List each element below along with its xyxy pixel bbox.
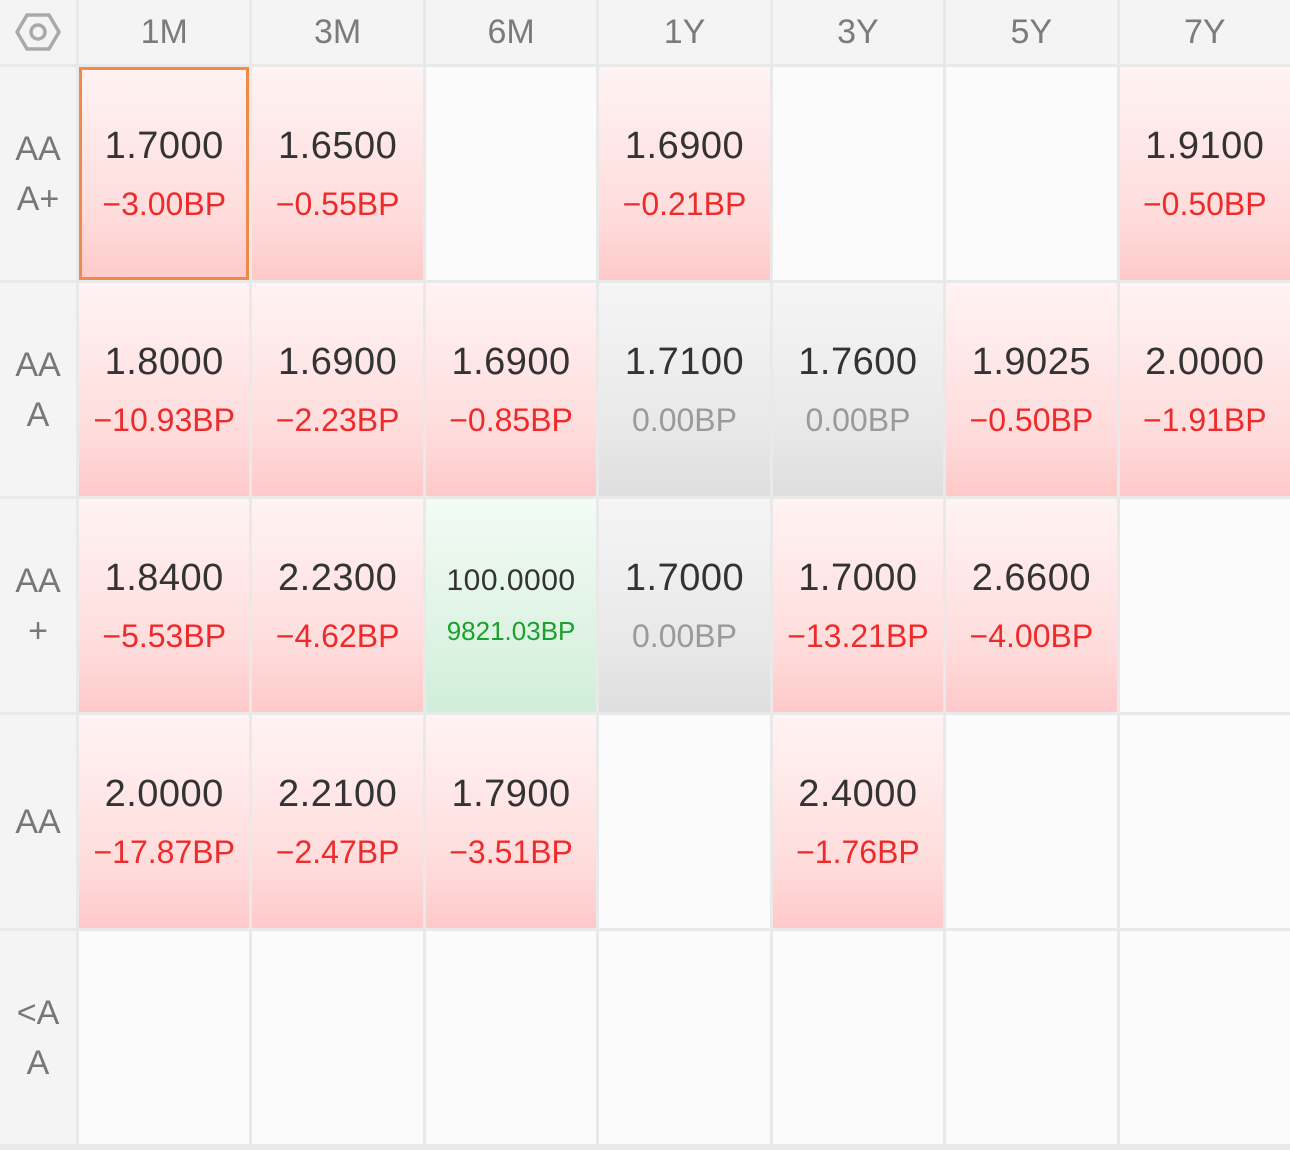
rate-value: 2.0000: [104, 772, 224, 815]
rate-value: 2.2100: [278, 772, 398, 815]
rate-cell[interactable]: 1.9025 −0.50BP: [946, 283, 1117, 496]
rate-change: −1.76BP: [796, 833, 920, 870]
tenor-header-7y[interactable]: 7Y: [1119, 0, 1290, 64]
rate-change: −0.21BP: [622, 185, 747, 222]
rate-change: 0.00BP: [805, 401, 911, 438]
empty-cell: [1119, 931, 1290, 1144]
rate-cell[interactable]: 2.0000 −17.87BP: [79, 715, 250, 928]
rate-cell[interactable]: 1.7900 −3.51BP: [425, 715, 597, 928]
rate-cell[interactable]: 2.6600 −4.00BP: [946, 499, 1117, 712]
rate-change: −3.00BP: [102, 185, 227, 222]
rate-value: 100.0000: [446, 564, 576, 597]
rate-value: 1.8400: [104, 556, 224, 599]
rating-label: AA+: [0, 499, 76, 712]
rate-cell[interactable]: 1.7000 0.00BP: [599, 499, 770, 712]
tenor-header-3m[interactable]: 3M: [252, 0, 423, 64]
rate-change: −0.85BP: [449, 401, 573, 438]
rate-change: −0.50BP: [969, 401, 1094, 438]
rate-change: −1.91BP: [1142, 401, 1267, 438]
rate-value: 1.9025: [971, 340, 1091, 383]
empty-cell: [1119, 715, 1290, 928]
rate-value: 2.2300: [278, 556, 398, 599]
settings-button[interactable]: [0, 0, 76, 64]
rate-cell[interactable]: 2.4000 −1.76BP: [772, 715, 944, 928]
rate-change: 0.00BP: [632, 401, 737, 438]
hexagon-settings-icon: [15, 13, 61, 51]
rate-change: −5.53BP: [102, 617, 227, 654]
rate-change: −13.21BP: [787, 617, 929, 654]
rate-value: 1.7100: [624, 340, 745, 383]
rate-cell[interactable]: 100.0000 9821.03BP: [425, 499, 597, 712]
empty-cell: [946, 67, 1117, 280]
rate-cell[interactable]: 1.7100 0.00BP: [599, 283, 770, 496]
rate-cell[interactable]: 2.0000 −1.91BP: [1119, 283, 1290, 496]
rate-value: 1.7600: [798, 340, 918, 383]
rate-cell[interactable]: 1.8400 −5.53BP: [79, 499, 250, 712]
rate-cell[interactable]: 2.2300 −4.62BP: [252, 499, 423, 712]
rate-value: 2.0000: [1145, 340, 1265, 383]
empty-cell: [599, 715, 770, 928]
rate-change: −0.50BP: [1142, 185, 1267, 222]
rate-change: −3.51BP: [449, 833, 573, 870]
rate-cell[interactable]: 1.6900 −0.85BP: [425, 283, 597, 496]
rate-value: 1.9100: [1145, 124, 1265, 167]
rate-value: 2.4000: [798, 772, 918, 815]
rate-value: 1.6900: [278, 340, 398, 383]
rate-change: −17.87BP: [93, 833, 235, 870]
rate-cell[interactable]: 2.2100 −2.47BP: [252, 715, 423, 928]
rate-cell[interactable]: 1.7600 0.00BP: [772, 283, 944, 496]
empty-cell: [79, 931, 250, 1144]
rate-value: 1.6500: [278, 124, 398, 167]
rate-value: 1.8000: [104, 340, 224, 383]
rate-cell[interactable]: 1.7000 −13.21BP: [772, 499, 944, 712]
tenor-header-1y[interactable]: 1Y: [599, 0, 770, 64]
empty-cell: [1119, 499, 1290, 712]
rate-change: −4.00BP: [969, 617, 1094, 654]
tenor-header-5y[interactable]: 5Y: [946, 0, 1117, 64]
rate-value: 2.6600: [971, 556, 1091, 599]
rating-label: <AA: [0, 931, 76, 1144]
rate-cell[interactable]: 1.9100 −0.50BP: [1119, 67, 1290, 280]
rate-value: 1.7000: [104, 124, 224, 167]
rating-label: AAA+: [0, 67, 76, 280]
rate-value: 1.7900: [451, 772, 571, 815]
empty-cell: [599, 931, 770, 1144]
tenor-header-1m[interactable]: 1M: [79, 0, 250, 64]
tenor-header-6m[interactable]: 6M: [425, 0, 597, 64]
rating-label: AAA: [0, 283, 76, 496]
rate-change: −2.23BP: [275, 401, 400, 438]
rate-change: −2.47BP: [275, 833, 400, 870]
rate-cell[interactable]: 1.6500 −0.55BP: [252, 67, 423, 280]
rate-cell[interactable]: 1.7000 −3.00BP: [79, 67, 250, 280]
rate-change: 9821.03BP: [446, 616, 576, 646]
rate-value: 1.6900: [451, 340, 571, 383]
empty-cell: [772, 67, 944, 280]
empty-cell: [425, 931, 597, 1144]
empty-cell: [772, 931, 944, 1144]
tenor-header-3y[interactable]: 3Y: [772, 0, 944, 64]
empty-cell: [946, 715, 1117, 928]
empty-cell: [946, 931, 1117, 1144]
rate-change: −10.93BP: [93, 401, 235, 438]
rate-value: 1.7000: [798, 556, 918, 599]
rate-cell[interactable]: 1.8000 −10.93BP: [79, 283, 250, 496]
rate-value: 1.6900: [624, 124, 745, 167]
empty-cell: [252, 931, 423, 1144]
rating-label: AA: [0, 715, 76, 928]
rate-change: −0.55BP: [275, 185, 400, 222]
rate-cell[interactable]: 1.6900 −2.23BP: [252, 283, 423, 496]
empty-cell: [425, 67, 597, 280]
rate-change: −4.62BP: [275, 617, 400, 654]
rate-cell[interactable]: 1.6900 −0.21BP: [599, 67, 770, 280]
rate-value: 1.7000: [624, 556, 745, 599]
rate-change: 0.00BP: [632, 617, 737, 654]
